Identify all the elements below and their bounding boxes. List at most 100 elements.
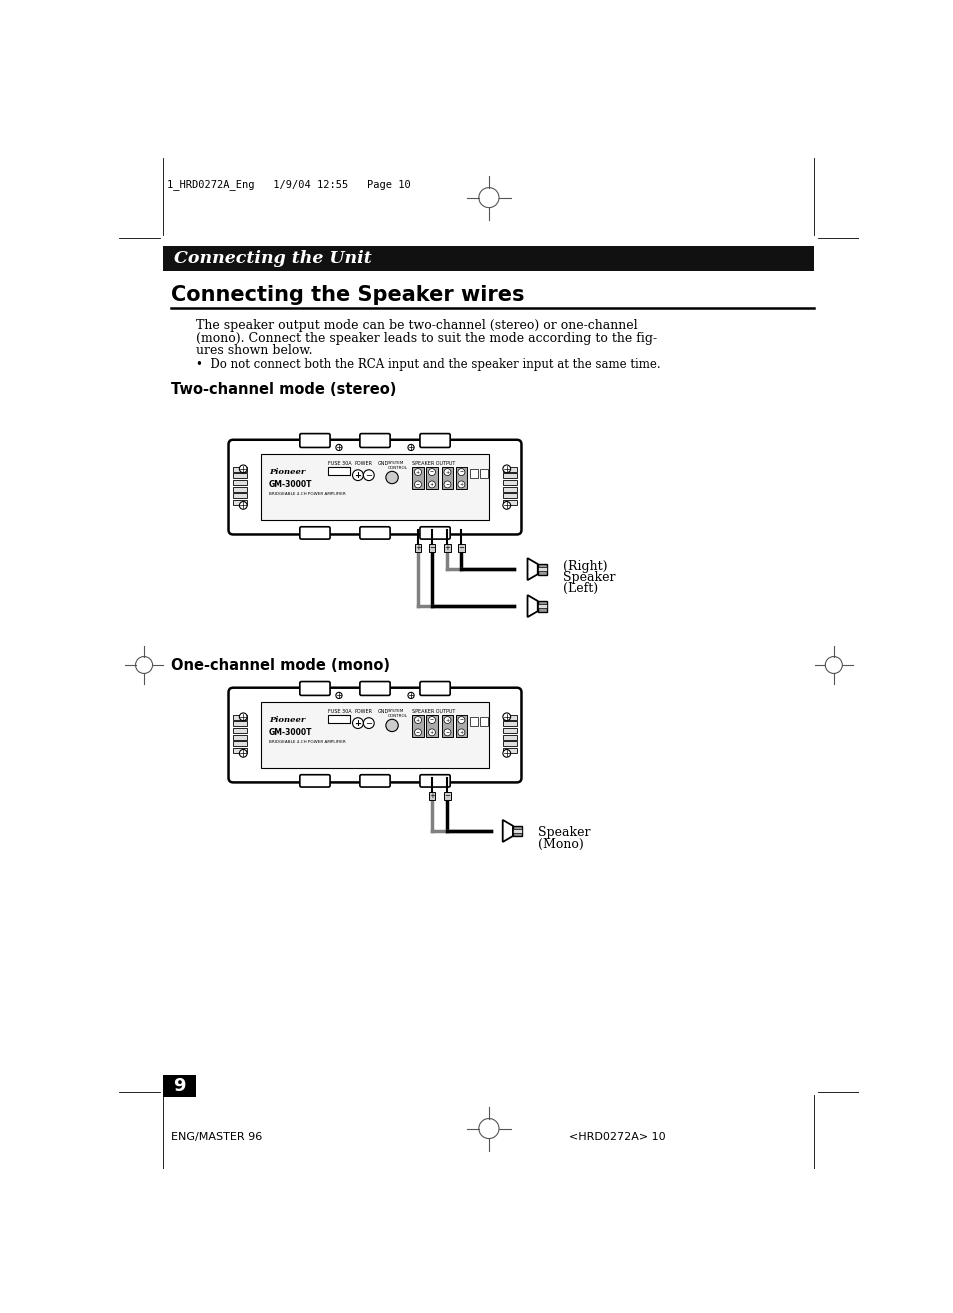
Bar bbox=[444, 545, 450, 553]
Text: +: + bbox=[445, 470, 449, 474]
Text: ures shown below.: ures shown below. bbox=[195, 344, 313, 357]
Text: SYSTEM
CONTROL: SYSTEM CONTROL bbox=[387, 709, 407, 718]
FancyBboxPatch shape bbox=[299, 775, 330, 786]
Text: POWER: POWER bbox=[355, 461, 373, 466]
Circle shape bbox=[415, 481, 421, 488]
Circle shape bbox=[457, 729, 464, 735]
Text: Connecting the Speaker wires: Connecting the Speaker wires bbox=[171, 285, 524, 305]
Polygon shape bbox=[502, 481, 517, 484]
Bar bbox=[429, 545, 435, 553]
Circle shape bbox=[239, 750, 247, 758]
Polygon shape bbox=[233, 481, 247, 484]
Text: −: − bbox=[458, 470, 463, 474]
FancyBboxPatch shape bbox=[299, 527, 330, 540]
Polygon shape bbox=[502, 474, 517, 478]
Text: 1_HRD0272A_Eng   1/9/04 12:55   Page 10: 1_HRD0272A_Eng 1/9/04 12:55 Page 10 bbox=[167, 179, 411, 190]
Circle shape bbox=[428, 481, 435, 488]
Circle shape bbox=[385, 471, 397, 483]
Text: 9: 9 bbox=[173, 1077, 186, 1095]
Text: −: − bbox=[458, 717, 463, 722]
Text: •  Do not connect both the RCA input and the speaker input at the same time.: • Do not connect both the RCA input and … bbox=[195, 357, 659, 370]
Text: −: − bbox=[458, 545, 464, 551]
Text: One-channel mode (mono): One-channel mode (mono) bbox=[171, 658, 390, 674]
FancyBboxPatch shape bbox=[299, 681, 330, 696]
Bar bbox=[163, 246, 814, 270]
Circle shape bbox=[428, 717, 435, 723]
Polygon shape bbox=[502, 500, 517, 506]
Polygon shape bbox=[233, 748, 247, 754]
FancyBboxPatch shape bbox=[229, 688, 521, 783]
Bar bbox=[328, 716, 350, 723]
Bar bbox=[469, 717, 477, 726]
Bar bbox=[412, 716, 423, 737]
Circle shape bbox=[415, 717, 421, 723]
Polygon shape bbox=[502, 819, 513, 842]
Text: +: + bbox=[458, 730, 463, 735]
Text: (Mono): (Mono) bbox=[537, 838, 583, 851]
Text: +: + bbox=[416, 470, 419, 474]
Circle shape bbox=[239, 502, 247, 509]
Circle shape bbox=[428, 729, 435, 735]
Text: BRIDGEABLE 4-CH POWER AMPLIFIER: BRIDGEABLE 4-CH POWER AMPLIFIER bbox=[269, 491, 345, 496]
Bar bbox=[513, 826, 522, 836]
Circle shape bbox=[443, 717, 451, 723]
Text: GM-3000T: GM-3000T bbox=[269, 727, 312, 737]
Polygon shape bbox=[233, 474, 247, 478]
Polygon shape bbox=[502, 748, 517, 754]
FancyBboxPatch shape bbox=[419, 433, 450, 448]
Text: SYSTEM
CONTROL: SYSTEM CONTROL bbox=[387, 461, 407, 470]
Polygon shape bbox=[502, 494, 517, 499]
Text: ENG/MASTER 96: ENG/MASTER 96 bbox=[171, 1132, 262, 1142]
Polygon shape bbox=[502, 487, 517, 492]
Polygon shape bbox=[527, 558, 537, 580]
Text: Speaker: Speaker bbox=[562, 571, 615, 584]
Circle shape bbox=[363, 470, 374, 481]
Circle shape bbox=[502, 713, 510, 721]
Text: POWER: POWER bbox=[355, 709, 373, 714]
Text: −: − bbox=[416, 482, 419, 487]
Text: Speaker: Speaker bbox=[537, 826, 590, 839]
Circle shape bbox=[502, 465, 510, 473]
Bar bbox=[456, 467, 467, 488]
Text: +: + bbox=[458, 482, 463, 487]
Bar bbox=[441, 716, 453, 737]
FancyBboxPatch shape bbox=[359, 681, 390, 696]
Text: +: + bbox=[415, 545, 420, 551]
Text: +: + bbox=[416, 717, 419, 722]
Text: Two-channel mode (stereo): Two-channel mode (stereo) bbox=[171, 382, 396, 398]
Circle shape bbox=[363, 718, 374, 729]
Polygon shape bbox=[233, 494, 247, 499]
Polygon shape bbox=[502, 714, 517, 720]
Text: +: + bbox=[429, 793, 435, 800]
Text: Pioneer: Pioneer bbox=[269, 469, 305, 477]
Text: (mono). Connect the speaker leads to suit the mode according to the fig-: (mono). Connect the speaker leads to sui… bbox=[195, 332, 657, 344]
Circle shape bbox=[335, 444, 342, 450]
Circle shape bbox=[408, 444, 414, 450]
Bar bbox=[457, 545, 464, 553]
FancyBboxPatch shape bbox=[359, 527, 390, 540]
FancyBboxPatch shape bbox=[419, 775, 450, 786]
Text: +: + bbox=[355, 718, 361, 727]
Text: −: − bbox=[416, 730, 419, 735]
Text: −: − bbox=[445, 482, 449, 487]
Bar bbox=[444, 793, 450, 800]
Polygon shape bbox=[527, 595, 537, 617]
FancyBboxPatch shape bbox=[419, 527, 450, 540]
Text: SPEAKER OUTPUT: SPEAKER OUTPUT bbox=[412, 461, 456, 466]
Text: Connecting the Unit: Connecting the Unit bbox=[174, 249, 372, 267]
Text: The speaker output mode can be two-channel (stereo) or one-channel: The speaker output mode can be two-chann… bbox=[195, 319, 637, 332]
Bar bbox=[163, 1075, 195, 1096]
Text: GND: GND bbox=[377, 709, 388, 714]
Text: +: + bbox=[430, 482, 434, 487]
Text: −: − bbox=[444, 793, 450, 800]
FancyBboxPatch shape bbox=[359, 775, 390, 786]
Text: <HRD0272A> 10: <HRD0272A> 10 bbox=[568, 1132, 664, 1142]
Bar bbox=[513, 829, 522, 834]
Bar bbox=[537, 567, 547, 571]
Bar bbox=[415, 545, 420, 553]
Circle shape bbox=[353, 718, 363, 729]
Polygon shape bbox=[233, 727, 247, 733]
Text: −: − bbox=[430, 470, 434, 474]
Polygon shape bbox=[502, 735, 517, 739]
Bar bbox=[328, 467, 350, 475]
